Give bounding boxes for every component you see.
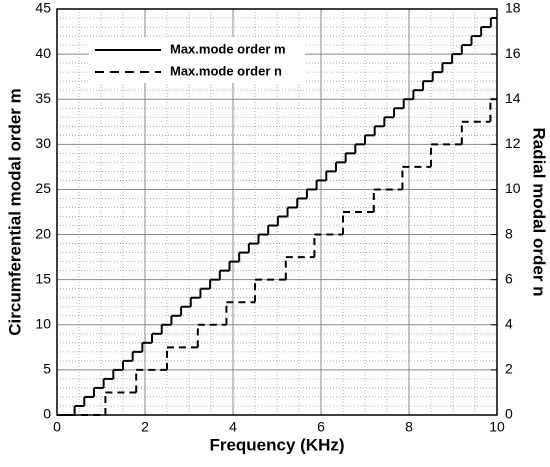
y2-tick-label: 8: [505, 225, 513, 241]
y-tick-label: 35: [35, 90, 51, 106]
y-tick-label: 10: [35, 315, 51, 331]
y-tick-label: 25: [35, 180, 51, 196]
y2-tick-label: 6: [505, 270, 513, 286]
y-tick-label: 30: [35, 135, 51, 151]
y-tick-label: 45: [35, 0, 51, 16]
x-tick-label: 8: [405, 419, 413, 435]
legend-label: Max.mode order n: [170, 63, 282, 78]
x-tick-label: 4: [229, 419, 237, 435]
x-tick-label: 6: [317, 419, 325, 435]
y2-tick-label: 2: [505, 361, 513, 377]
x-tick-label: 10: [489, 419, 505, 435]
y2-tick-label: 0: [505, 406, 513, 422]
y-tick-label: 5: [43, 361, 51, 377]
y2-axis-label: Radial modal order n: [530, 127, 549, 296]
x-axis-label: Frequency (KHz): [209, 435, 344, 454]
y-tick-label: 20: [35, 225, 51, 241]
y2-tick-label: 10: [505, 180, 521, 196]
y2-tick-label: 12: [505, 135, 521, 151]
y2-tick-label: 4: [505, 315, 513, 331]
y2-tick-label: 16: [505, 45, 521, 61]
legend-box: [89, 37, 305, 83]
y2-tick-label: 14: [505, 90, 521, 106]
y-tick-label: 0: [43, 406, 51, 422]
y-tick-label: 15: [35, 270, 51, 286]
y-axis-label: Circumferential modal order m: [5, 88, 24, 336]
y-tick-label: 40: [35, 45, 51, 61]
plot-frame: [56, 8, 498, 416]
x-tick-label: 2: [141, 419, 149, 435]
y2-tick-label: 18: [505, 0, 521, 16]
legend-label: Max.mode order m: [170, 41, 286, 56]
x-tick-label: 0: [53, 419, 61, 435]
